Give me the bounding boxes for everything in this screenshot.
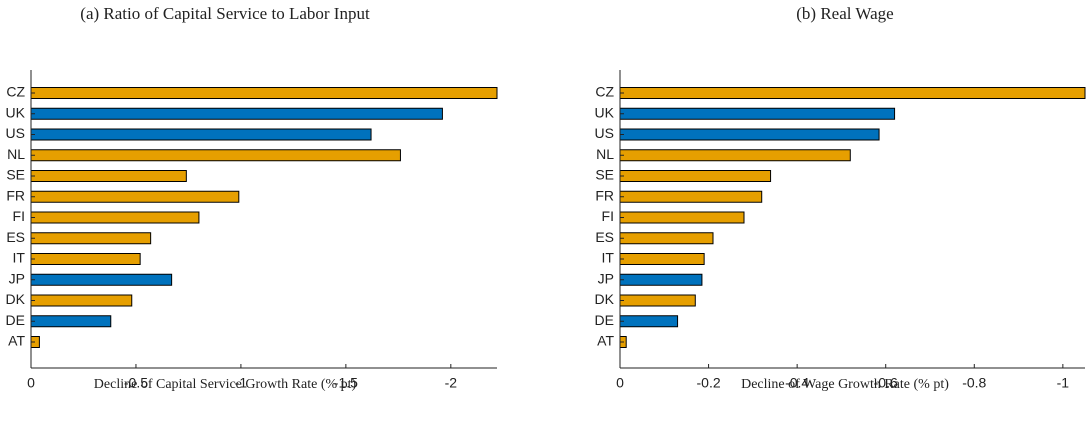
bar: [30, 253, 141, 265]
bar: [619, 87, 1086, 99]
bar: [30, 128, 372, 141]
y-tick-label: ES: [595, 229, 614, 245]
x-tick-label: -1: [235, 375, 248, 391]
y-tick-label: ES: [6, 229, 25, 245]
x-tick-label: -0.6: [874, 375, 898, 391]
y-tick-label: JP: [598, 270, 614, 286]
bar: [30, 315, 112, 328]
y-tick-label: IT: [602, 250, 615, 266]
bar: [619, 232, 714, 245]
x-tick-label: 0: [27, 375, 35, 391]
x-tick-label: -0.8: [962, 375, 986, 391]
y-tick-label: AT: [597, 333, 614, 349]
bar: [619, 149, 851, 162]
x-tick-label: -0.5: [124, 375, 148, 391]
y-tick-label: FR: [595, 187, 614, 203]
x-tick-label: -1.5: [334, 375, 358, 391]
y-tick-label: US: [6, 125, 25, 141]
bar: [619, 273, 703, 286]
y-tick-label: DE: [6, 312, 25, 328]
x-axis-label: Decline of Wage Growth Rate (% pt): [741, 377, 949, 392]
y-tick-label: FR: [6, 187, 25, 203]
x-tick-label: -0.2: [697, 375, 721, 391]
y-tick-label: AT: [8, 333, 25, 349]
x-tick-label: -1: [1057, 375, 1070, 391]
bar: [619, 128, 880, 141]
y-tick-label: JP: [9, 270, 25, 286]
bar: [619, 315, 679, 328]
x-tick-label: -0.4: [785, 375, 809, 391]
bar: [30, 107, 443, 120]
bar: [30, 232, 152, 245]
y-tick-label: DE: [595, 312, 614, 328]
bar: [30, 190, 240, 203]
chart-title: (a) Ratio of Capital Service to Labor In…: [80, 4, 370, 23]
bar: [30, 294, 133, 307]
y-tick-label: SE: [595, 167, 614, 183]
chart-title: (b) Real Wage: [796, 4, 893, 23]
bar: [619, 253, 705, 265]
bar: [619, 294, 696, 307]
y-tick-label: NL: [596, 146, 614, 162]
y-tick-label: IT: [13, 250, 26, 266]
bar: [619, 170, 772, 182]
y-tick-label: US: [595, 125, 614, 141]
y-tick-label: UK: [595, 104, 615, 120]
y-tick-label: FI: [602, 208, 614, 224]
y-tick-label: NL: [7, 146, 25, 162]
x-axis-label: Decline of Capital Service Growth Rate (…: [94, 377, 357, 392]
y-tick-label: CZ: [6, 84, 25, 100]
y-tick-label: FI: [13, 208, 25, 224]
bar: [30, 273, 173, 286]
y-tick-label: DK: [6, 291, 26, 307]
y-tick-label: SE: [6, 167, 25, 183]
bar: [30, 149, 401, 162]
x-tick-label: -2: [445, 375, 458, 391]
y-tick-label: CZ: [595, 84, 614, 100]
bar: [619, 107, 896, 120]
y-tick-label: UK: [6, 104, 26, 120]
bar: [30, 211, 200, 224]
bar: [619, 211, 745, 224]
bar: [619, 190, 763, 203]
y-tick-label: DK: [595, 291, 615, 307]
bar: [30, 170, 187, 182]
bar: [30, 87, 498, 99]
x-tick-label: 0: [616, 375, 624, 391]
